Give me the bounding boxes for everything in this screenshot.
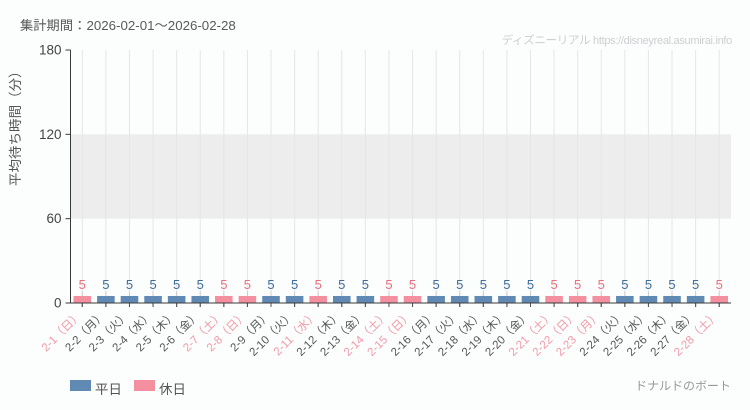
svg-text:180: 180 [39, 43, 62, 58]
svg-text:5: 5 [149, 277, 156, 292]
svg-text:5: 5 [385, 277, 392, 292]
svg-text:5: 5 [550, 277, 557, 292]
svg-text:5: 5 [126, 277, 133, 292]
svg-text:120: 120 [39, 127, 62, 142]
svg-text:5: 5 [598, 277, 605, 292]
svg-text:5: 5 [267, 277, 274, 292]
svg-text:5: 5 [668, 277, 675, 292]
svg-text:5: 5 [574, 277, 581, 292]
svg-text:5: 5 [409, 277, 416, 292]
svg-text:5: 5 [456, 277, 463, 292]
svg-text:5: 5 [433, 277, 440, 292]
svg-text:5: 5 [338, 277, 345, 292]
svg-text:5: 5 [315, 277, 322, 292]
svg-text:5: 5 [621, 277, 628, 292]
svg-text:60: 60 [46, 211, 61, 226]
svg-text:5: 5 [102, 277, 109, 292]
svg-text:5: 5 [173, 277, 180, 292]
svg-text:5: 5 [362, 277, 369, 292]
svg-text:5: 5 [197, 277, 204, 292]
svg-text:5: 5 [503, 277, 510, 292]
svg-text:5: 5 [716, 277, 723, 292]
svg-text:5: 5 [645, 277, 652, 292]
svg-text:5: 5 [220, 277, 227, 292]
svg-text:5: 5 [480, 277, 487, 292]
svg-text:5: 5 [244, 277, 251, 292]
svg-text:5: 5 [527, 277, 534, 292]
svg-text:5: 5 [291, 277, 298, 292]
svg-text:5: 5 [79, 277, 86, 292]
svg-text:5: 5 [692, 277, 699, 292]
svg-text:0: 0 [54, 296, 62, 311]
